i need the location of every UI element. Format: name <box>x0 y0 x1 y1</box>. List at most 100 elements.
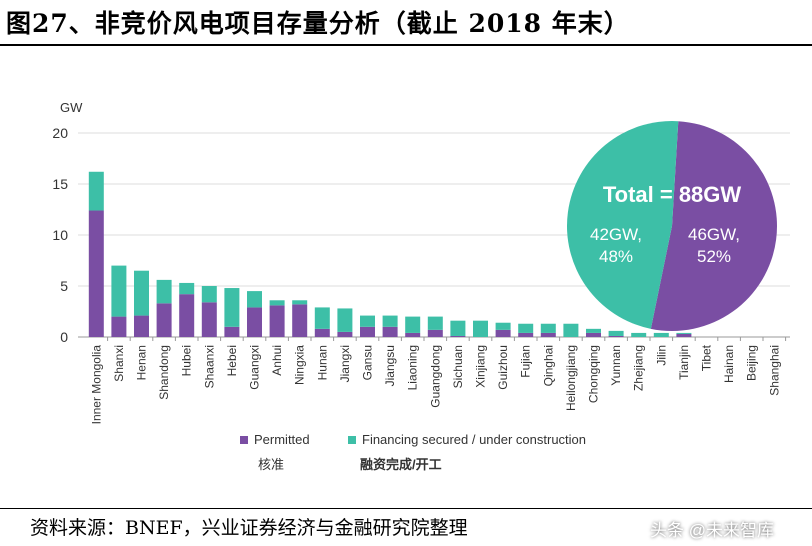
chart: GW 0 5 10 15 20 Inner Mongolia Shanxi Henan Shan… <box>52 100 790 425</box>
bar-financing-henan <box>134 270 149 316</box>
bar-permitted-jiangxi <box>337 331 353 337</box>
x-tick-label: Guizhou <box>496 345 510 390</box>
bar-permitted-shandong <box>156 303 172 337</box>
bar-permitted-hunan <box>314 328 330 337</box>
bar-financing-qinghai <box>540 323 556 333</box>
x-tick-label: Shanghai <box>767 345 781 396</box>
x-tick-label: Chongqing <box>587 345 601 403</box>
x-tick-label: Jiangxi <box>338 345 352 382</box>
bar-permitted-sichuan <box>450 335 466 337</box>
x-tick-label: Liaoning <box>406 345 420 390</box>
bar-financing-xinjiang <box>473 320 488 337</box>
y-tick-label: 10 <box>52 227 68 243</box>
x-tick-label: Zhejiang <box>632 345 646 391</box>
bar-permitted-anhui <box>269 305 285 337</box>
x-tick-label: Beijing <box>745 345 759 381</box>
x-tick-label: Henan <box>135 345 149 380</box>
x-tick-label: Ningxia <box>293 345 307 385</box>
bar-financing-anhui <box>269 300 285 306</box>
bar-permitted-inner-mongolia <box>88 210 104 337</box>
legend-label: Financing secured / under construction <box>362 432 587 447</box>
bar-financing-jiangxi <box>337 308 353 332</box>
bar-financing-guangdong <box>427 316 443 330</box>
x-tick-label: Gansu <box>361 345 375 380</box>
bar-financing-jilin <box>653 332 669 337</box>
page-title: 图27、非竞价风电项目存量分析（截止 2018 年末） <box>6 9 630 38</box>
bar-permitted-qinghai <box>540 332 556 337</box>
x-tick-label: Fujian <box>519 345 533 378</box>
pie-label-permitted: 46GW, <box>688 225 740 244</box>
bar-permitted-shanxi <box>111 316 127 337</box>
footer-divider <box>0 508 812 509</box>
x-tick-label: Tibet <box>700 344 714 371</box>
bar-financing-ningxia <box>292 300 308 305</box>
y-tick-label: 20 <box>52 125 68 141</box>
bar-financing-tianjin <box>676 332 692 334</box>
pie-pct-financing: 48% <box>599 247 633 266</box>
legend-financing-cn: 融资完成/开工 <box>360 457 442 472</box>
legend-swatch <box>240 436 248 444</box>
x-tick-label: Hunan <box>315 345 329 380</box>
pie-pct-permitted: 52% <box>697 247 731 266</box>
bar-financing-heilongjiang <box>563 323 579 337</box>
title-divider <box>0 44 812 46</box>
bar-financing-guizhou <box>495 322 511 330</box>
bar-permitted-tianjin <box>676 333 692 337</box>
legend-permitted-cn: 核准 <box>258 457 285 472</box>
bar-financing-hubei <box>179 282 195 295</box>
x-tick-label: Inner Mongolia <box>89 345 103 425</box>
x-tick-label: Guangxi <box>248 345 262 390</box>
pie-label-financing: 42GW, <box>590 225 642 244</box>
bar-financing-shandong <box>156 279 172 304</box>
x-tick-label: Jiangsu <box>383 345 397 386</box>
bar-financing-guangxi <box>247 291 262 308</box>
x-tick-label: Shaanxi <box>202 345 216 388</box>
x-tick-label: Sichuan <box>451 345 465 388</box>
x-tick-label: Shanxi <box>112 345 126 382</box>
bar-permitted-guangdong <box>427 329 443 337</box>
legend-label: Permitted <box>254 432 310 447</box>
bar-financing-liaoning <box>405 316 421 333</box>
bar-financing-zhejiang <box>631 332 647 337</box>
bar-permitted-ningxia <box>292 304 308 337</box>
legend-permitted: Permitted <box>240 432 310 447</box>
bar-financing-sichuan <box>450 320 466 336</box>
x-tick-label: Anhui <box>270 345 284 376</box>
bar-permitted-gansu <box>360 326 375 337</box>
legend-financing: Financing secured / under construction <box>348 432 586 447</box>
bar-permitted-liaoning <box>405 332 421 337</box>
watermark: 头条 @未来智库 <box>650 521 774 540</box>
source-note: 资料来源：BNEF，兴业证券经济与金融研究院整理 <box>30 517 468 539</box>
bar-permitted-shaanxi <box>201 302 217 337</box>
pie-slice <box>567 121 679 329</box>
x-tick-label: Guangdong <box>428 345 442 408</box>
legend-swatch <box>348 436 356 444</box>
bar-permitted-guizhou <box>495 329 511 337</box>
bar-permitted-yunnan <box>608 335 624 337</box>
bar-permitted-hubei <box>179 294 195 337</box>
bar-financing-gansu <box>360 315 375 327</box>
bar-financing-hebei <box>224 288 240 327</box>
y-tick-label: 15 <box>52 176 68 192</box>
pie-slice <box>650 121 778 332</box>
x-tick-label: Shandong <box>157 345 171 400</box>
bar-permitted-chongqing <box>586 332 601 337</box>
y-tick-label: 0 <box>60 329 68 345</box>
x-tick-label: Xinjiang <box>474 345 488 388</box>
bar-financing-fujian <box>518 323 534 333</box>
y-axis-label: GW <box>60 100 83 115</box>
x-tick-label: Qinghai <box>541 345 555 386</box>
bar-permitted-henan <box>134 315 149 337</box>
x-tick-label: Hebei <box>225 345 239 376</box>
bar-permitted-jiangsu <box>382 326 398 337</box>
pie-title: Total = 88GW <box>603 182 742 207</box>
bar-financing-shanxi <box>111 265 127 317</box>
x-tick-label: Yunnan <box>609 345 623 386</box>
x-tick-label: Hubei <box>180 345 194 376</box>
bar-financing-inner-mongolia <box>88 171 104 211</box>
bar-financing-jiangsu <box>382 315 398 327</box>
bar-financing-chongqing <box>586 328 601 333</box>
y-tick-label: 5 <box>60 278 68 294</box>
bar-financing-yunnan <box>608 330 624 336</box>
x-tick-label: Jilin <box>654 345 668 366</box>
